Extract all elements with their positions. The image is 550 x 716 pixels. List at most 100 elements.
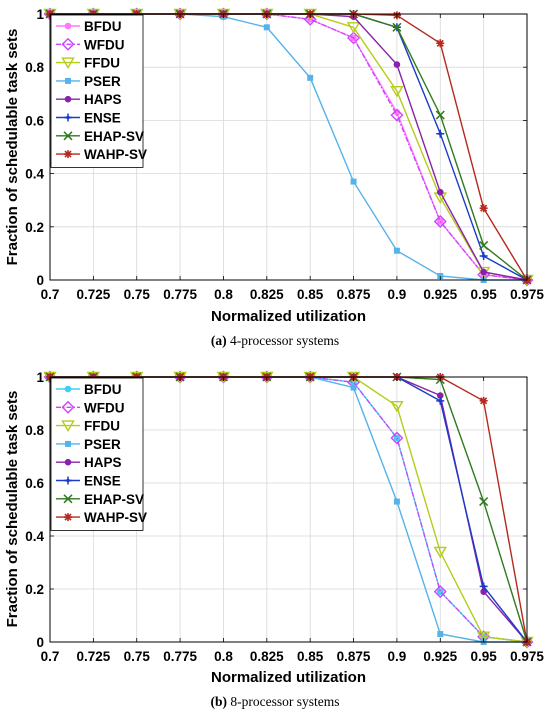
legend-marker-wfdu — [61, 400, 75, 414]
data-point-ehap-sv — [479, 497, 489, 507]
legend-label-haps: HAPS — [84, 455, 122, 470]
legend-marker-ense-center — [66, 478, 70, 483]
x-tick-label: 0.9 — [388, 287, 407, 302]
x-tick-label: 0.875 — [337, 649, 371, 664]
legend-label-wahp-sv: WAHP-SV — [84, 510, 147, 525]
data-point-ffdu — [390, 85, 404, 98]
x-tick-label: 0.825 — [250, 649, 284, 664]
legend-label-ehap-sv: EHAP-SV — [84, 129, 144, 144]
legend-marker-ense-center — [66, 115, 70, 120]
x-tick-label: 0.975 — [510, 287, 544, 302]
legend-label-pser: PSER — [84, 74, 121, 89]
data-point-ense-center — [438, 131, 443, 136]
x-tick-label: 0.85 — [297, 287, 324, 302]
legend: BFDU WFDU FFDU PSER HAPS ENSE EHAP-SV WAHP-SV — [50, 377, 147, 531]
x-tick-label: 0.75 — [124, 649, 151, 664]
legend-marker-ehap-sv — [63, 131, 73, 141]
data-point-pser — [393, 247, 400, 254]
legend-marker-haps — [64, 458, 72, 466]
legend-label-wfdu: WFDU — [84, 400, 125, 415]
x-tick-label: 0.925 — [423, 287, 457, 302]
y-tick-label: 0.2 — [25, 220, 44, 235]
chart-0: 0.7 0.725 0.75 0.775 0.8 0.825 0.85 0.875 0.9 0.9… — [4, 7, 544, 325]
legend-marker-ehap-sv — [63, 494, 73, 504]
legend-marker-wahp-sv — [64, 513, 72, 522]
data-point-wfdu — [433, 214, 447, 228]
data-point-pser — [263, 24, 270, 31]
x-tick-label: 0.8 — [214, 287, 233, 302]
caption-a: (a) 4-processor systems — [0, 333, 550, 349]
legend-label-ense: ENSE — [84, 111, 121, 126]
data-point-pser — [350, 384, 357, 391]
x-tick-label: 0.775 — [163, 649, 197, 664]
data-point-ffdu — [346, 22, 361, 34]
data-point-wahp-sv — [479, 204, 488, 213]
data-point-wahp-sv — [479, 396, 488, 405]
y-tick-label: 0.2 — [25, 582, 44, 597]
data-point-ense-center — [481, 254, 486, 258]
legend-marker-ffdu — [61, 57, 75, 69]
x-tick-label: 0.925 — [423, 649, 457, 664]
x-tick-label: 0.8 — [214, 649, 233, 664]
caption-b-text: 8-processor systems — [230, 694, 340, 709]
legend-label-wfdu: WFDU — [84, 37, 125, 52]
grid — [50, 14, 527, 280]
data-point-haps — [436, 188, 444, 196]
caption-a-text: 4-processor systems — [230, 333, 340, 348]
legend-label-bfdu: BFDU — [84, 382, 122, 397]
plot-area-frame — [49, 13, 528, 281]
legend-label-ffdu: FFDU — [84, 56, 120, 71]
legend-label-haps: HAPS — [84, 92, 122, 107]
y-tick-label: 0.4 — [25, 167, 44, 182]
data-point-ehap-sv — [392, 22, 402, 32]
x-tick-label: 0.775 — [163, 287, 197, 302]
data-point-pser — [350, 178, 357, 185]
x-tick-label: 0.825 — [250, 287, 284, 302]
caption-b: (b) 8-processor systems — [0, 694, 550, 710]
data-point-haps — [480, 268, 487, 276]
data-point-haps — [393, 61, 401, 68]
legend-marker-wahp-sv — [64, 150, 72, 159]
y-tick-label: 1 — [36, 370, 44, 385]
x-tick-label: 0.85 — [297, 649, 324, 664]
x-tick-label: 0.7 — [41, 649, 60, 664]
legend-marker-ffdu — [61, 420, 75, 432]
x-tick-label: 0.875 — [337, 287, 371, 302]
y-tick-label: 0 — [36, 635, 44, 650]
data-point-wfdu — [390, 108, 404, 122]
data-point-ehap-sv — [479, 240, 489, 250]
x-tick-label: 0.95 — [470, 649, 497, 664]
data-point-wfdu — [347, 31, 361, 45]
legend-marker-bfdu — [64, 22, 72, 30]
legend-label-wahp-sv: WAHP-SV — [84, 147, 147, 162]
data-point-wahp-sv — [436, 39, 445, 48]
y-axis-label: Fraction of schedulable task sets — [4, 29, 21, 266]
data-point-ense-center — [481, 584, 486, 589]
legend: BFDU WFDU FFDU PSER HAPS ENSE EHAP-SV WAHP-SV — [50, 14, 147, 168]
data-point-pser — [437, 631, 444, 638]
y-tick-label: 0.4 — [25, 529, 44, 544]
legend-marker-bfdu — [64, 385, 72, 393]
x-tick-label: 0.75 — [124, 287, 151, 302]
y-tick-label: 1 — [36, 7, 44, 22]
y-tick-label: 0.6 — [25, 113, 44, 128]
data-point-ense-center — [438, 399, 443, 403]
plot-area-frame — [49, 376, 528, 643]
data-point-ffdu — [476, 631, 491, 644]
x-tick-label: 0.725 — [76, 649, 110, 664]
chart-1: 0.7 0.725 0.75 0.775 0.8 0.825 0.85 0.875 0.9 0.9… — [4, 370, 544, 686]
data-point-ffdu — [433, 546, 447, 559]
data-point-wfdu — [390, 431, 404, 445]
x-tick-label: 0.725 — [76, 287, 110, 302]
data-point-ehap-sv — [435, 110, 445, 120]
y-tick-label: 0.8 — [25, 423, 44, 438]
series-line-wfdu — [50, 13, 528, 281]
data-point-pser — [307, 74, 314, 81]
x-tick-label: 0.95 — [470, 287, 497, 302]
legend-label-ffdu: FFDU — [84, 419, 120, 434]
x-axis-label: Normalized utilization — [211, 669, 366, 686]
x-tick-label: 0.7 — [41, 287, 60, 302]
data-point-pser — [393, 498, 400, 505]
legend-marker-haps — [64, 95, 72, 103]
y-tick-label: 0 — [36, 273, 44, 288]
